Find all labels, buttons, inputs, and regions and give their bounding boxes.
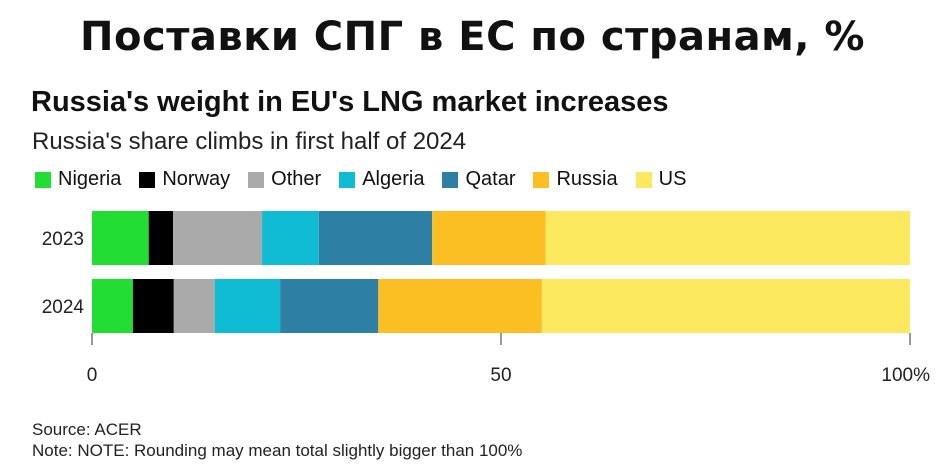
note-text: Note: NOTE: Rounding may mean total slig… — [32, 441, 523, 460]
chart-subtitle: Russia's share climbs in first half of 2… — [32, 128, 467, 155]
bar-norway-2023 — [148, 211, 173, 265]
legend-item-qatar: Qatar — [442, 168, 515, 191]
legend-label: Norway — [162, 168, 231, 190]
bar-russia-2023 — [432, 211, 546, 265]
legend-swatch — [635, 171, 652, 188]
bar-algeria-2024 — [214, 279, 281, 333]
legend-item-nigeria: Nigeria — [35, 168, 121, 191]
legend-label: Other — [271, 168, 322, 190]
bar-other-2023 — [172, 211, 263, 265]
chart-title: Russia's weight in EU's LNG market incre… — [31, 86, 669, 118]
category-label-2024: 2024 — [42, 297, 85, 318]
legend-item-norway: Norway — [139, 168, 230, 191]
legend-swatch — [339, 171, 356, 188]
bar-algeria-2023 — [262, 211, 319, 265]
legend-swatch — [35, 171, 51, 188]
legend-item-russia: Russia — [533, 168, 618, 191]
legend-swatch — [248, 171, 265, 188]
x-tick-label-50: 50 — [490, 365, 511, 386]
x-tick-label-100: 100% — [881, 365, 930, 386]
banner-title: Поставки СПГ в ЕС по странам, % — [80, 14, 865, 60]
bar-us-2023 — [545, 211, 910, 265]
legend-label: Qatar — [465, 168, 516, 190]
stacked-bar-chart: 2023 2024 0 50 100% — [42, 211, 930, 386]
legend-swatch — [442, 171, 459, 188]
chart-legend: Nigeria Norway Other Algeria Qatar Russia US — [35, 168, 704, 191]
bar-nigeria-2024 — [92, 279, 133, 333]
bar-norway-2024 — [132, 279, 174, 333]
legend-swatch — [139, 171, 156, 188]
legend-label: US — [658, 168, 687, 190]
legend-label: Nigeria — [58, 168, 122, 190]
legend-label: Algeria — [362, 168, 425, 190]
legend-swatch — [533, 171, 550, 188]
bar-russia-2024 — [378, 279, 542, 333]
bar-qatar-2023 — [318, 211, 433, 265]
legend-label: Russia — [556, 168, 618, 190]
bar-nigeria-2023 — [92, 211, 149, 265]
bar-other-2024 — [173, 279, 215, 333]
legend-item-other: Other — [248, 168, 321, 191]
bar-us-2024 — [541, 279, 910, 333]
legend-item-us: US — [635, 168, 687, 191]
category-label-2023: 2023 — [42, 229, 84, 250]
x-tick-label-0: 0 — [87, 365, 98, 386]
source-text: Source: ACER — [32, 420, 142, 439]
bar-qatar-2024 — [280, 279, 379, 333]
legend-item-algeria: Algeria — [339, 168, 424, 191]
